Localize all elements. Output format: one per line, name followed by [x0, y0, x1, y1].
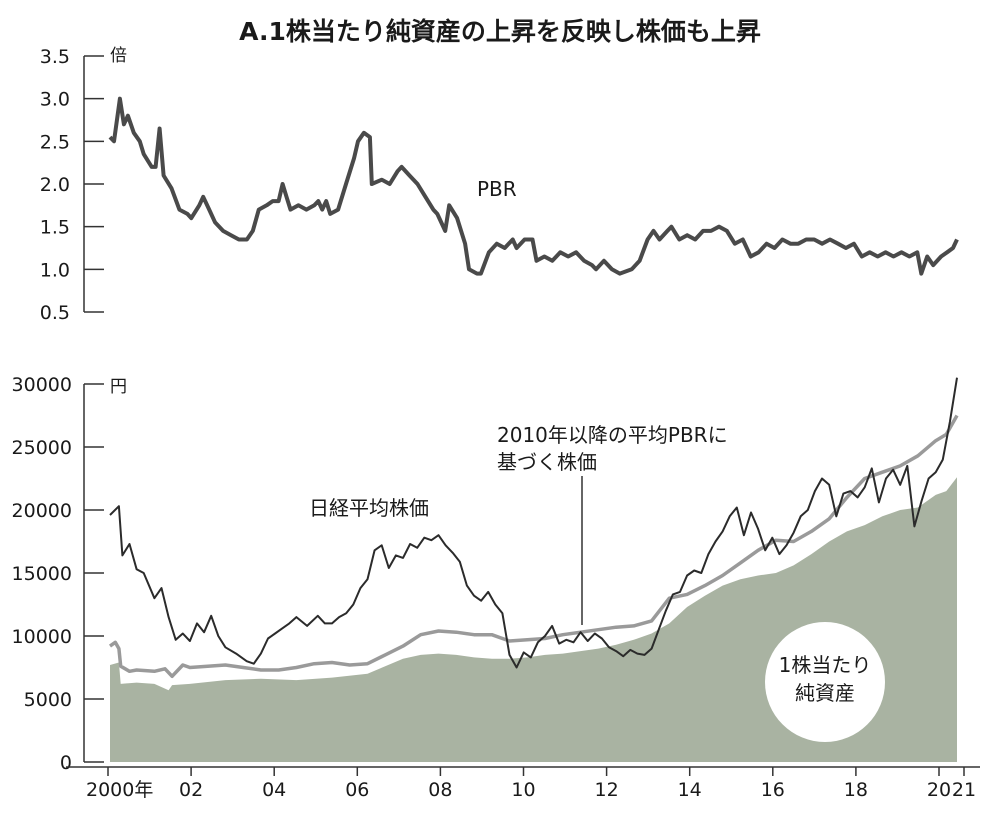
bvps-annotation-line2: 純資産 — [795, 681, 855, 705]
year-x-tick-label: 12 — [595, 779, 619, 801]
pbr-series-label: PBR — [477, 177, 517, 201]
price-y-tick-label: 5000 — [24, 689, 72, 711]
year-x-tick-label: 2000年 — [86, 779, 153, 801]
year-x-tick-label: 18 — [844, 779, 868, 801]
bvps-annotation-line1: 1株当たり — [779, 653, 872, 677]
pbr-panel: 3.5 3.0 2.5 2.0 1.5 1.0 0.5 倍 PBR — [40, 46, 959, 324]
pbr-y-tick-label: 3.5 — [40, 46, 70, 68]
chart-title: A.1株当たり純資産の上昇を反映し株価も上昇 — [239, 17, 761, 46]
price-y-tick-label: 10000 — [12, 626, 72, 648]
price-y-tick-label: 20000 — [12, 500, 72, 522]
nikkei-line — [109, 377, 958, 669]
pbr-y-tick-label: 1.5 — [40, 217, 70, 239]
pbr-y-tick-label: 0.5 — [40, 302, 70, 324]
year-x-tick-label: 20 — [927, 779, 951, 801]
year-x-tick-label: 16 — [761, 779, 785, 801]
price-y-tick-label: 15000 — [12, 563, 72, 585]
price-y-axis: 30000 25000 20000 15000 10000 5000 0 — [12, 374, 104, 774]
pbr-series-line — [108, 96, 959, 276]
year-x-tick-label: 14 — [678, 779, 702, 801]
price-y-tick-label: 0 — [60, 752, 72, 774]
year-x-tick-label: 10 — [511, 779, 535, 801]
price-y-tick-label: 30000 — [12, 374, 72, 396]
year-x-tick-label: 04 — [262, 779, 286, 801]
pbr-y-axis: 3.5 3.0 2.5 2.0 1.5 1.0 0.5 — [40, 46, 104, 324]
pbr-y-tick-label: 2.0 — [40, 174, 70, 196]
price-unit-label: 円 — [110, 377, 127, 397]
price-panel: 30000 25000 20000 15000 10000 5000 0 2000年 02 04… — [12, 374, 980, 801]
price-y-tick-label: 25000 — [12, 437, 72, 459]
year-x-tick-label: 08 — [428, 779, 452, 801]
pbr-based-annotation-line2: 基づく株価 — [497, 450, 597, 474]
year-x-tick-label: 21 — [952, 779, 976, 801]
pbr-based-price-line — [108, 414, 959, 679]
pbr-y-tick-label: 2.5 — [40, 131, 70, 153]
year-x-tick-label: 02 — [179, 779, 203, 801]
pbr-y-tick-label: 1.0 — [40, 259, 70, 281]
year-x-axis: 2000年 02 04 06 08 10 12 14 16 18 20 21 — [66, 766, 980, 801]
bvps-area — [110, 477, 957, 762]
pbr-y-tick-label: 3.0 — [40, 89, 70, 111]
pbr-unit-label: 倍 — [110, 46, 127, 66]
bvps-label-badge — [765, 622, 885, 742]
year-x-tick-label: 06 — [345, 779, 369, 801]
nikkei-annotation: 日経平均株価 — [309, 496, 429, 520]
pbr-based-annotation-line1: 2010年以降の平均PBRに — [497, 423, 728, 447]
